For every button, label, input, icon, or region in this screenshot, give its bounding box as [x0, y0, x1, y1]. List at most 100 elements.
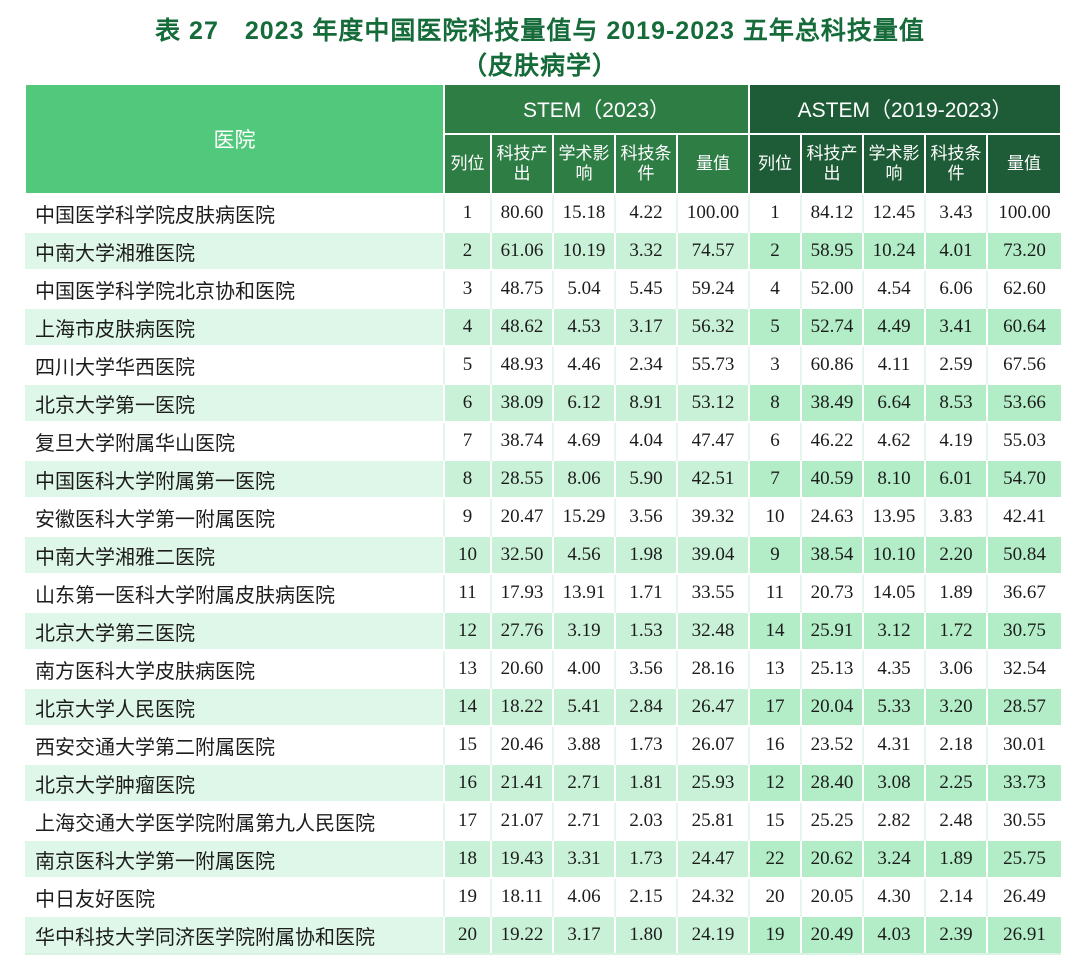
stem-value-cell-4: 33.55	[676, 573, 749, 612]
stem-value-cell-0: 2	[443, 231, 491, 270]
astem-value-cell-1: 52.74	[800, 307, 863, 346]
stem-value-cell-1: 20.46	[490, 725, 553, 764]
title-line-1: 表 27 2023 年度中国医院科技量值与 2019-2023 五年总科技量值	[155, 17, 925, 45]
hospital-name-cell: 北京大学第三医院	[25, 611, 444, 650]
astem-value-cell-4: 33.73	[985, 763, 1062, 802]
astem-value-cell-4: 30.75	[985, 611, 1062, 650]
stem-value-cell-3: 2.34	[614, 345, 677, 384]
stem-value-cell-1: 27.76	[490, 611, 553, 650]
stem-value-cell-2: 3.17	[552, 915, 615, 955]
astem-value-cell-0: 20	[748, 877, 801, 916]
stem-value-cell-4: 55.73	[676, 345, 749, 384]
hospital-name-cell: 华中科技大学同济医学院附属协和医院	[25, 915, 444, 955]
astem-value-cell-3: 3.43	[924, 193, 987, 232]
astem-value-cell-2: 8.10	[862, 459, 925, 498]
astem-value-cell-2: 14.05	[862, 573, 925, 612]
astem-value-cell-2: 4.30	[862, 877, 925, 916]
astem-value-cell-1: 60.86	[800, 345, 863, 384]
stem-value-cell-1: 80.60	[490, 193, 553, 232]
stem-value-cell-1: 28.55	[490, 459, 553, 498]
astem-value-cell-0: 13	[748, 649, 801, 688]
stem-value-cell-1: 21.41	[490, 763, 553, 802]
title-line-2: （皮肤病学）	[461, 51, 618, 80]
astem-value-cell-3: 4.19	[924, 421, 987, 460]
hospital-name-cell: 中国医学科学院皮肤病医院	[25, 193, 444, 232]
astem-value-cell-2: 5.33	[862, 687, 925, 726]
astem-value-cell-2: 3.08	[862, 763, 925, 802]
stem-value-cell-2: 2.71	[552, 763, 615, 802]
astem-value-cell-3: 3.06	[924, 649, 987, 688]
astem-value-cell-4: 55.03	[985, 421, 1062, 460]
stem-value-cell-0: 9	[443, 497, 491, 536]
astem-value-cell-2: 2.82	[862, 801, 925, 840]
table-row: 中国医学科学院北京协和医院 3 48.75 5.04 5.45 59.24 4 52.00 4.…	[25, 269, 1062, 308]
stem-value-cell-3: 8.91	[614, 383, 677, 422]
stem-value-cell-0: 10	[443, 535, 491, 574]
hospital-name-cell: 山东第一医科大学附属皮肤病医院	[25, 573, 444, 612]
table-row: 北京大学第一医院 6 38.09 6.12 8.91 53.12 8 38.49 6.64 8.5…	[25, 383, 1062, 422]
hospital-name-cell: 中国医学科学院北京协和医院	[25, 269, 444, 308]
astem-value-cell-3: 2.39	[924, 915, 987, 955]
astem-value-cell-2: 4.62	[862, 421, 925, 460]
astem-value-cell-4: 60.64	[985, 307, 1062, 346]
astem-value-cell-4: 26.49	[985, 877, 1062, 916]
astem-value-cell-2: 3.12	[862, 611, 925, 650]
astem-value-cell-2: 4.54	[862, 269, 925, 308]
table-row: 山东第一医科大学附属皮肤病医院 11 17.93 13.91 1.71 33.55 11 20…	[25, 573, 1062, 612]
astem-value-cell-0: 1	[748, 193, 801, 232]
astem-value-cell-2: 3.24	[862, 839, 925, 878]
stem-value-cell-0: 19	[443, 877, 491, 916]
astem-value-cell-4: 42.41	[985, 497, 1062, 536]
stem-value-cell-3: 2.03	[614, 801, 677, 840]
stem-value-cell-4: 56.32	[676, 307, 749, 346]
stem-value-cell-3: 5.45	[614, 269, 677, 308]
stem-value-cell-3: 4.04	[614, 421, 677, 460]
hospital-name-cell: 四川大学华西医院	[25, 345, 444, 384]
stem-value-cell-2: 4.56	[552, 535, 615, 574]
astem-value-cell-4: 50.84	[985, 535, 1062, 574]
astem-value-cell-3: 3.41	[924, 307, 987, 346]
stem-value-cell-1: 61.06	[490, 231, 553, 270]
table-row: 南方医科大学皮肤病医院 13 20.60 4.00 3.56 28.16 13 25.13 4.…	[25, 649, 1062, 688]
stem-value-cell-4: 53.12	[676, 383, 749, 422]
stem-value-cell-3: 1.73	[614, 725, 677, 764]
stem-value-cell-2: 5.41	[552, 687, 615, 726]
stem-value-cell-4: 74.57	[676, 231, 749, 270]
astem-value-cell-1: 24.63	[800, 497, 863, 536]
astem-value-cell-3: 2.18	[924, 725, 987, 764]
stem-value-cell-4: 26.47	[676, 687, 749, 726]
astem-value-cell-1: 46.22	[800, 421, 863, 460]
stem-value-cell-0: 1	[443, 193, 491, 232]
table-row: 中南大学湘雅医院 2 61.06 10.19 3.32 74.57 2 58.95 10.24 4…	[25, 231, 1062, 270]
stem-value-header: 量值	[676, 133, 750, 195]
astem-value-cell-0: 7	[748, 459, 801, 498]
stem-value-cell-0: 3	[443, 269, 491, 308]
astem-value-cell-2: 4.35	[862, 649, 925, 688]
astem-value-cell-4: 28.57	[985, 687, 1062, 726]
astem-value-cell-1: 58.95	[800, 231, 863, 270]
stem-value-cell-0: 16	[443, 763, 491, 802]
hospital-name-cell: 西安交通大学第二附属医院	[25, 725, 444, 764]
hospital-name-cell: 安徽医科大学第一附属医院	[25, 497, 444, 536]
astem-value-cell-4: 73.20	[985, 231, 1062, 270]
stem-output-header: 科技产出	[490, 133, 554, 195]
astem-value-cell-1: 25.25	[800, 801, 863, 840]
astem-value-cell-2: 4.03	[862, 915, 925, 955]
astem-value-header: 量值	[985, 133, 1063, 195]
stem-value-cell-3: 1.71	[614, 573, 677, 612]
astem-value-cell-4: 67.56	[985, 345, 1062, 384]
stem-value-cell-4: 32.48	[676, 611, 749, 650]
stem-value-cell-2: 8.06	[552, 459, 615, 498]
stem-value-cell-1: 18.11	[490, 877, 553, 916]
hospital-name-cell: 中南大学湘雅医院	[25, 231, 444, 270]
stem-value-cell-1: 48.75	[490, 269, 553, 308]
astem-value-cell-0: 3	[748, 345, 801, 384]
table-body: 中国医学科学院皮肤病医院 1 80.60 15.18 4.22 100.00 1 84.12 1…	[25, 193, 1062, 955]
stem-value-cell-4: 24.19	[676, 915, 749, 955]
stem-value-cell-4: 24.32	[676, 877, 749, 916]
astem-value-cell-4: 25.75	[985, 839, 1062, 878]
astem-value-cell-1: 38.54	[800, 535, 863, 574]
astem-value-cell-1: 20.49	[800, 915, 863, 955]
astem-value-cell-3: 3.20	[924, 687, 987, 726]
stem-value-cell-0: 18	[443, 839, 491, 878]
